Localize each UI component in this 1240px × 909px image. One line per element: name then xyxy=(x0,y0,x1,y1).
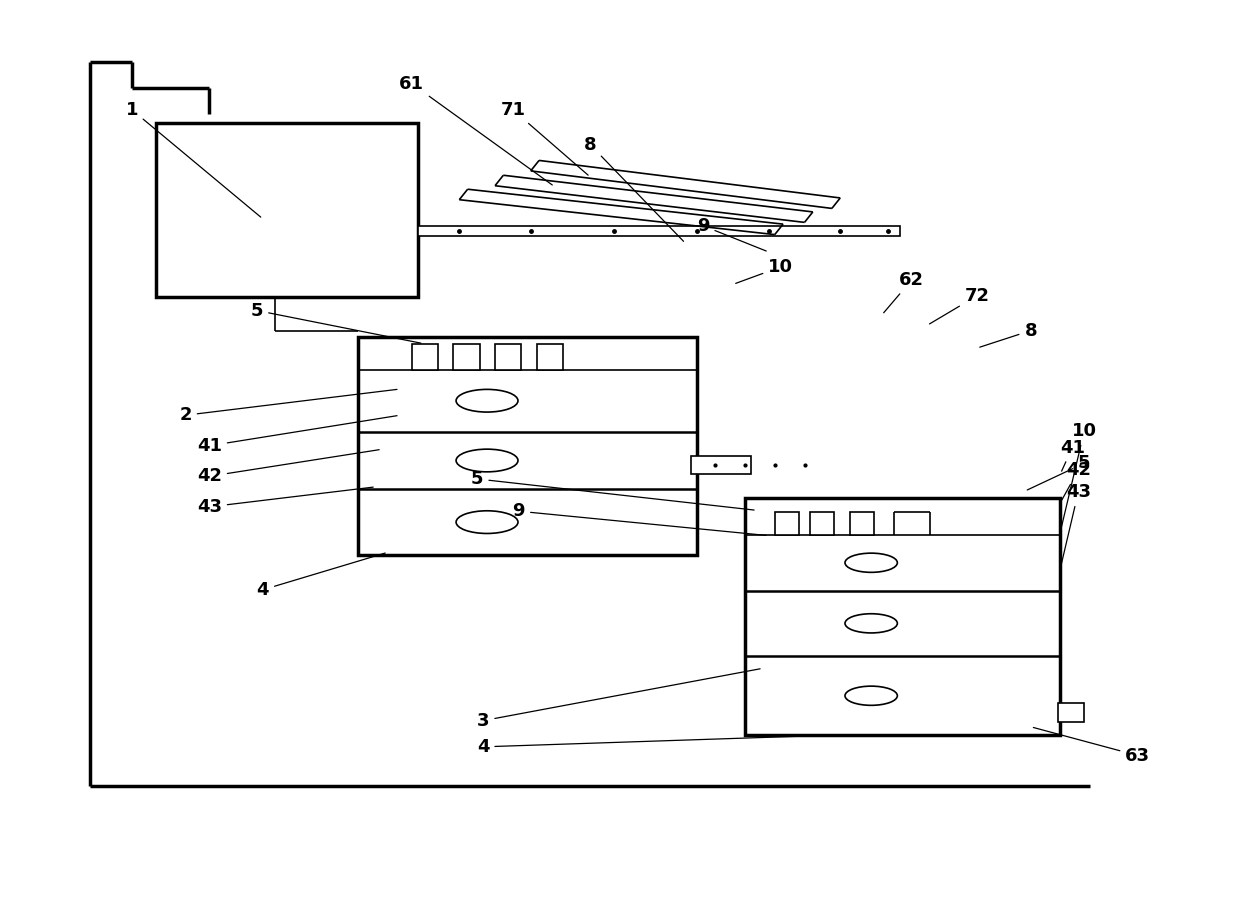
Text: 5: 5 xyxy=(471,470,754,510)
Text: 3: 3 xyxy=(477,669,760,730)
Text: 43: 43 xyxy=(197,487,373,516)
Text: 4: 4 xyxy=(257,553,386,599)
Text: 5: 5 xyxy=(1027,454,1090,490)
Ellipse shape xyxy=(456,511,518,534)
Ellipse shape xyxy=(844,614,898,633)
Text: 8: 8 xyxy=(980,322,1037,347)
Text: 1: 1 xyxy=(125,101,260,217)
Text: 4: 4 xyxy=(477,735,820,756)
Bar xyxy=(156,123,418,297)
Bar xyxy=(418,225,900,236)
Text: 41: 41 xyxy=(1060,438,1085,471)
Text: 43: 43 xyxy=(1061,483,1091,565)
Text: 71: 71 xyxy=(501,101,588,175)
Text: 61: 61 xyxy=(399,75,552,185)
Bar xyxy=(412,344,438,370)
Ellipse shape xyxy=(456,449,518,472)
Text: 8: 8 xyxy=(584,135,683,241)
Bar xyxy=(358,336,697,554)
Text: 10: 10 xyxy=(735,258,794,284)
Bar xyxy=(495,344,521,370)
Text: 10: 10 xyxy=(1061,422,1096,529)
Bar xyxy=(454,344,480,370)
Bar xyxy=(692,456,751,474)
Bar xyxy=(745,498,1060,735)
Text: 9: 9 xyxy=(512,502,766,535)
Ellipse shape xyxy=(844,686,898,705)
Bar xyxy=(811,512,835,534)
Bar xyxy=(1058,704,1084,723)
Text: 5: 5 xyxy=(250,302,420,343)
Text: 72: 72 xyxy=(930,286,990,324)
Ellipse shape xyxy=(456,389,518,412)
Text: 62: 62 xyxy=(884,271,924,313)
Bar xyxy=(775,512,799,534)
Text: 42: 42 xyxy=(197,450,379,485)
Ellipse shape xyxy=(844,554,898,573)
Text: 42: 42 xyxy=(1061,461,1091,500)
Text: 2: 2 xyxy=(180,389,397,425)
Bar xyxy=(537,344,563,370)
Text: 63: 63 xyxy=(1033,727,1151,764)
Text: 9: 9 xyxy=(697,217,766,251)
Bar xyxy=(849,512,873,534)
Text: 41: 41 xyxy=(197,415,397,454)
